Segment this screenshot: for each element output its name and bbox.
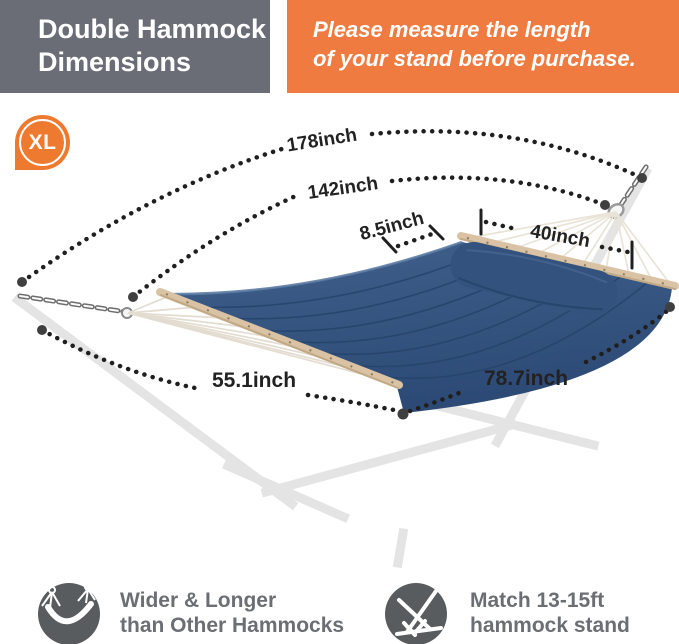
stand-left-foot [222,460,350,523]
size-badge-label: XL [19,119,66,166]
page-title: Double Hammock Dimensions [0,0,270,93]
stand-main-beam [260,419,518,498]
notice-line1: Please measure the length [313,17,591,42]
right-spreader-bar [457,232,679,290]
feature-match-stand-line2: hammock stand [470,613,630,637]
size-badge: XL [15,115,70,170]
hammock-icon [38,583,100,644]
stand-rear-foot [392,527,409,569]
pillow [450,242,618,316]
bed-width-label: 55.1inch [211,369,297,392]
measurement-endpoints [17,173,675,420]
feature-match-stand-line1: Match 13-15ft [470,589,605,612]
arc-551-left [39,327,203,392]
notice-line2: of your stand before purchase. [313,46,636,72]
arc-787-left [407,388,467,414]
feature-wider-longer-line2: than Other Hammocks [120,613,345,637]
page-title-line2: Dimensions [38,46,192,77]
feature-wider-longer: Wider & Longer than Other Hammocks [120,589,344,639]
arc-142-right [389,175,608,208]
feature-match-stand: Match 13-15ft hammock stand [470,589,630,639]
left-chain [17,293,133,319]
stand-right-foot [432,400,600,451]
arc-178-left [19,145,288,285]
arc-178-right [369,129,645,181]
bed-length-label: 78.7inch [483,367,569,390]
measurement-ticks [381,208,634,270]
left-spreader-bar [156,288,403,389]
measurement-dots [19,129,670,414]
page-title-line1: Double Hammock [38,14,267,44]
line-40-left [483,219,519,232]
right-ropes [466,211,672,286]
arc-142-left [130,191,303,300]
feature-wider-longer-line1: Wider & Longer [120,589,277,612]
stand-icon [385,583,447,644]
arc-551-right [305,392,402,414]
left-ropes [127,295,393,383]
notice-banner: Please measure the length of your stand … [287,0,679,93]
arc-787-right [583,308,670,365]
line-85 [395,231,435,249]
